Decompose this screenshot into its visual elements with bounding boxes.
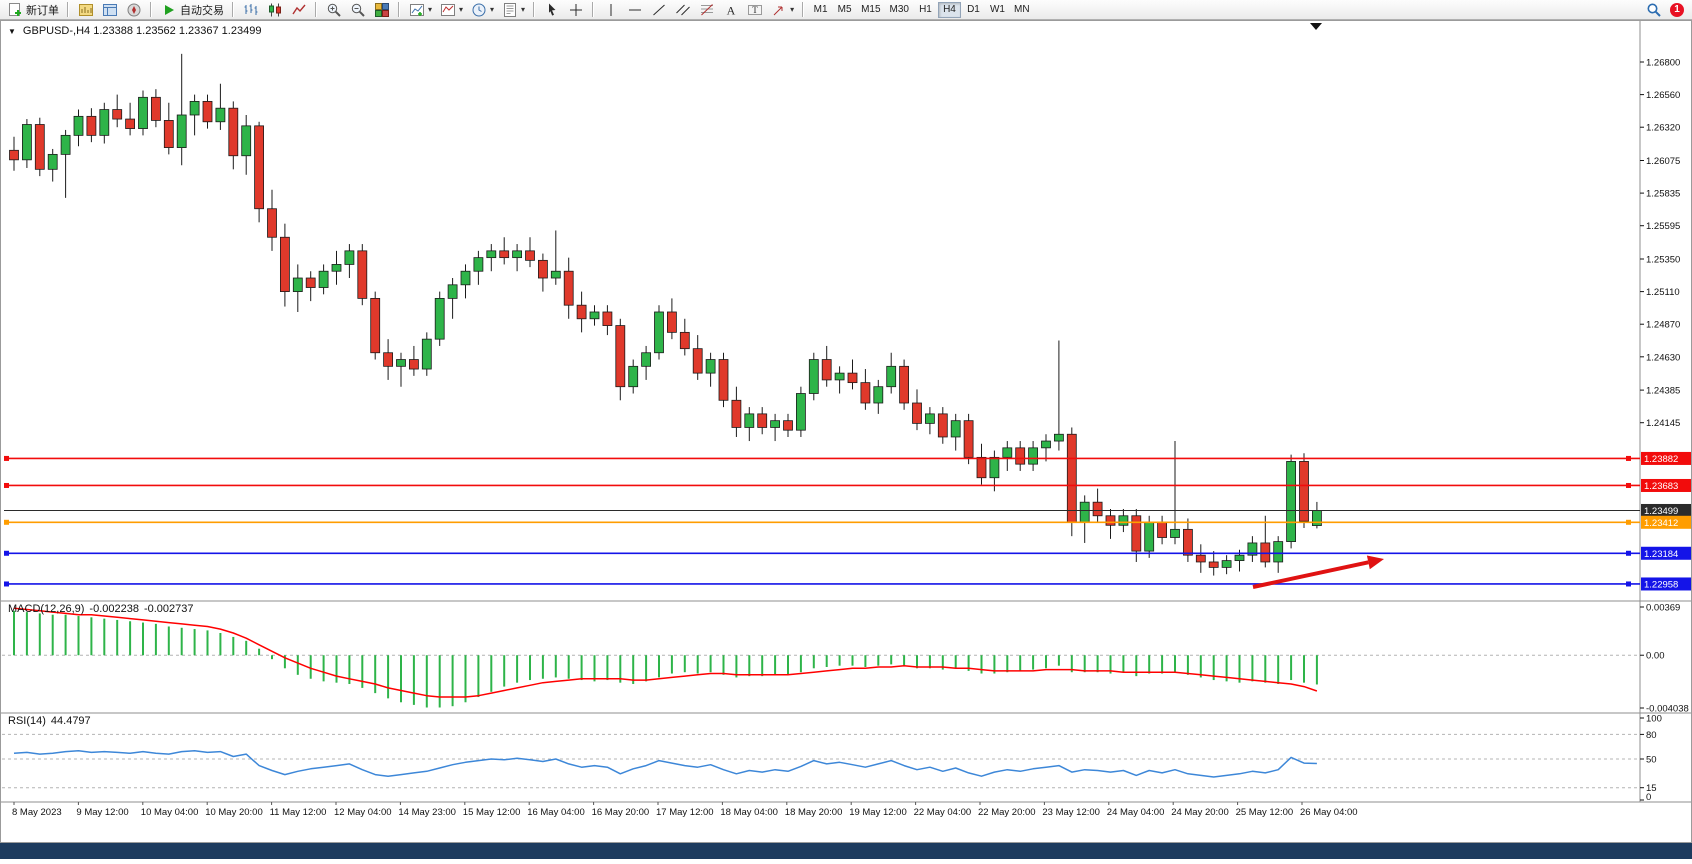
auto-trading-icon bbox=[160, 1, 177, 18]
auto-trading-label: 自动交易 bbox=[180, 4, 224, 17]
new-chart-button[interactable]: ▾ bbox=[405, 1, 435, 19]
taskbar-strip bbox=[0, 843, 1692, 859]
templates-button[interactable]: ▾ bbox=[498, 1, 528, 19]
toolbar-separator bbox=[533, 2, 536, 17]
market-watch-button[interactable] bbox=[74, 1, 97, 19]
rsi-label: RSI(14) 44.4797 bbox=[8, 715, 96, 727]
text-label-button[interactable]: T bbox=[743, 1, 766, 19]
navigator-button[interactable] bbox=[122, 1, 145, 19]
tile-windows-icon bbox=[373, 1, 390, 18]
chart-window[interactable] bbox=[0, 20, 1692, 843]
bar-chart-button[interactable] bbox=[239, 1, 262, 19]
macd-name: MACD(12,26,9) bbox=[8, 603, 85, 615]
toolbar-separator bbox=[315, 2, 317, 17]
candlestick-chart-icon bbox=[266, 1, 283, 18]
new-order-icon bbox=[6, 1, 23, 18]
auto-trading-button[interactable]: 自动交易 bbox=[157, 1, 227, 19]
chevron-down-icon: ▾ bbox=[490, 4, 495, 14]
search-icon bbox=[1645, 1, 1662, 18]
macd-label: MACD(12,26,9) -0.002238 -0.002737 bbox=[8, 603, 199, 615]
toolbar-separator bbox=[232, 2, 234, 17]
svg-text:T: T bbox=[752, 5, 758, 15]
timeframe-m1-button[interactable]: M1 bbox=[809, 2, 832, 18]
chart-title-text: GBPUSD-,H4 1.23388 1.23562 1.23367 1.234… bbox=[22, 25, 262, 37]
zoom-out-button[interactable] bbox=[346, 1, 369, 19]
fibonacci-button[interactable] bbox=[695, 1, 718, 19]
zoom-in-icon bbox=[325, 1, 342, 18]
timeframe-m30-button[interactable]: M30 bbox=[886, 2, 913, 18]
timeframe-m15-button[interactable]: M15 bbox=[857, 2, 884, 18]
template-icon bbox=[501, 1, 518, 18]
arrow-tool-icon bbox=[770, 1, 787, 18]
chart-title: ▼ GBPUSD-,H4 1.23388 1.23562 1.23367 1.2… bbox=[8, 25, 261, 37]
periods-button[interactable]: ▾ bbox=[467, 1, 497, 19]
navigator-icon bbox=[125, 1, 142, 18]
macd-value-main: -0.002238 bbox=[89, 603, 139, 615]
chevron-down-icon: ▾ bbox=[521, 4, 526, 14]
notification-badge[interactable]: 1 bbox=[1670, 2, 1684, 17]
chevron-down-icon: ▾ bbox=[428, 4, 433, 14]
text-icon: A bbox=[722, 1, 739, 18]
search-button[interactable] bbox=[1642, 1, 1665, 19]
line-chart-button[interactable] bbox=[287, 1, 310, 19]
channel-icon bbox=[674, 1, 691, 18]
toolbar-separator bbox=[802, 2, 805, 17]
rsi-name: RSI(14) bbox=[8, 715, 46, 727]
channel-button[interactable] bbox=[671, 1, 694, 19]
rsi-value: 44.4797 bbox=[50, 715, 91, 727]
zoom-out-icon bbox=[349, 1, 366, 18]
toolbar: 新订单 自动交易 ▾ ▾ ▾ bbox=[0, 0, 1692, 20]
toolbar-separator bbox=[398, 2, 400, 17]
fibonacci-icon bbox=[698, 1, 715, 18]
line-chart-icon bbox=[290, 1, 307, 18]
crosshair-icon bbox=[567, 1, 584, 18]
horizontal-line-button[interactable] bbox=[623, 1, 646, 19]
bar-chart-icon bbox=[242, 1, 259, 18]
crosshair-button[interactable] bbox=[564, 1, 587, 19]
toolbar-separator bbox=[67, 2, 69, 17]
tile-windows-button[interactable] bbox=[370, 1, 393, 19]
text-button[interactable]: A bbox=[719, 1, 742, 19]
timeframe-m5-button[interactable]: M5 bbox=[833, 2, 856, 18]
chevron-down-icon: ▾ bbox=[790, 4, 795, 14]
trendline-button[interactable] bbox=[647, 1, 670, 19]
macd-value-signal: -0.002737 bbox=[143, 603, 194, 615]
arrows-button[interactable]: ▾ bbox=[767, 1, 797, 19]
timeframe-d1-button[interactable]: D1 bbox=[962, 2, 985, 18]
timeframe-h1-button[interactable]: H1 bbox=[914, 2, 937, 18]
data-window-icon bbox=[101, 1, 118, 18]
data-window-button[interactable] bbox=[98, 1, 121, 19]
timeframe-mn-button[interactable]: MN bbox=[1010, 2, 1034, 18]
vertical-line-button[interactable] bbox=[599, 1, 622, 19]
indicators-button[interactable]: ▾ bbox=[436, 1, 466, 19]
candlestick-chart-button[interactable] bbox=[263, 1, 286, 19]
timeframe-h4-button[interactable]: H4 bbox=[937, 1, 961, 18]
text-label-icon: T bbox=[746, 1, 763, 18]
chart-dropdown-icon[interactable]: ▼ bbox=[8, 26, 16, 36]
cursor-button[interactable] bbox=[540, 1, 563, 19]
market-watch-icon bbox=[77, 1, 94, 18]
new-chart-icon bbox=[408, 1, 425, 18]
zoom-in-button[interactable] bbox=[322, 1, 345, 19]
timeframe-w1-button[interactable]: W1 bbox=[986, 2, 1009, 18]
trendline-icon bbox=[650, 1, 667, 18]
toolbar-right-group: 1 bbox=[1642, 1, 1689, 19]
chevron-down-icon: ▾ bbox=[459, 4, 464, 14]
clock-icon bbox=[470, 1, 487, 18]
cursor-icon bbox=[543, 1, 560, 18]
toolbar-separator bbox=[592, 2, 595, 17]
vertical-line-icon bbox=[602, 1, 619, 18]
svg-text:A: A bbox=[726, 3, 735, 17]
horizontal-line-icon bbox=[626, 1, 643, 18]
indicators-icon bbox=[439, 1, 456, 18]
new-order-button[interactable]: 新订单 bbox=[3, 1, 62, 19]
new-order-label: 新订单 bbox=[26, 4, 59, 17]
toolbar-separator bbox=[150, 2, 152, 17]
